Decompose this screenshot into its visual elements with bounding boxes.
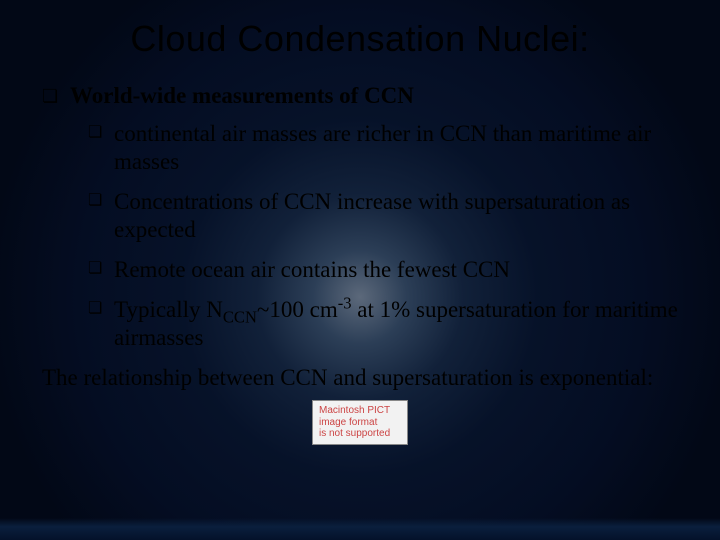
bullet-level2: ❏ continental air masses are richer in C… [42,120,678,176]
bullet-text-heading: World-wide measurements of CCN [70,82,678,110]
image-placeholder-wrap: Macintosh PICT image format is not suppo… [42,400,678,445]
bullet-text-formula: Typically NCCN~100 cm-3 at 1% supersatur… [114,296,678,352]
bullet-level2: ❏ Concentrations of CCN increase with su… [42,188,678,244]
placeholder-line: Macintosh PICT [319,405,401,417]
formula-mid: ~100 cm [257,297,338,322]
bullet-icon: ❏ [42,82,60,110]
bullet-icon: ❏ [88,296,104,322]
bullet-level1: ❏ World-wide measurements of CCN [42,82,678,110]
footer-bar [0,518,720,540]
bullet-text: continental air masses are richer in CCN… [114,120,678,176]
formula-subscript: CCN [223,308,257,327]
bullet-icon: ❏ [88,256,104,282]
bullet-icon: ❏ [88,188,104,214]
bullet-text: Concentrations of CCN increase with supe… [114,188,678,244]
slide: Cloud Condensation Nuclei: ❏ World-wide … [0,0,720,540]
bullet-icon: ❏ [88,120,104,146]
image-placeholder: Macintosh PICT image format is not suppo… [312,400,408,445]
slide-title: Cloud Condensation Nuclei: [42,18,678,60]
placeholder-line: is not supported [319,428,401,440]
closing-line: The relationship between CCN and supersa… [42,364,678,392]
placeholder-line: image format [319,417,401,429]
formula-superscript: -3 [338,294,352,313]
bullet-level2: ❏ Remote ocean air contains the fewest C… [42,256,678,284]
closing-text: The relationship between CCN and supersa… [42,364,678,392]
bullet-text: Remote ocean air contains the fewest CCN [114,256,678,284]
bullet-level2: ❏ Typically NCCN~100 cm-3 at 1% supersat… [42,296,678,352]
formula-prefix: Typically N [114,297,223,322]
